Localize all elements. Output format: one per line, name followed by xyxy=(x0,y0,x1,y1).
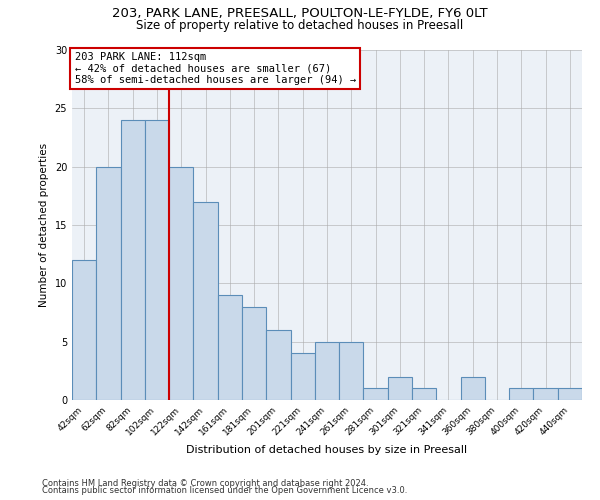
Bar xyxy=(533,388,558,400)
Bar xyxy=(461,376,485,400)
Bar xyxy=(315,342,339,400)
Bar xyxy=(388,376,412,400)
Text: Contains HM Land Registry data © Crown copyright and database right 2024.: Contains HM Land Registry data © Crown c… xyxy=(42,478,368,488)
Bar xyxy=(145,120,169,400)
Bar xyxy=(412,388,436,400)
Text: Size of property relative to detached houses in Preesall: Size of property relative to detached ho… xyxy=(136,18,464,32)
Bar xyxy=(266,330,290,400)
Bar xyxy=(509,388,533,400)
Bar xyxy=(169,166,193,400)
Text: 203, PARK LANE, PREESALL, POULTON-LE-FYLDE, FY6 0LT: 203, PARK LANE, PREESALL, POULTON-LE-FYL… xyxy=(112,8,488,20)
X-axis label: Distribution of detached houses by size in Preesall: Distribution of detached houses by size … xyxy=(187,446,467,456)
Text: 203 PARK LANE: 112sqm
← 42% of detached houses are smaller (67)
58% of semi-deta: 203 PARK LANE: 112sqm ← 42% of detached … xyxy=(74,52,356,85)
Bar xyxy=(121,120,145,400)
Bar xyxy=(364,388,388,400)
Text: Contains public sector information licensed under the Open Government Licence v3: Contains public sector information licen… xyxy=(42,486,407,495)
Bar xyxy=(290,354,315,400)
Bar xyxy=(193,202,218,400)
Y-axis label: Number of detached properties: Number of detached properties xyxy=(39,143,49,307)
Bar xyxy=(242,306,266,400)
Bar xyxy=(558,388,582,400)
Bar xyxy=(72,260,96,400)
Bar xyxy=(96,166,121,400)
Bar xyxy=(339,342,364,400)
Bar xyxy=(218,295,242,400)
